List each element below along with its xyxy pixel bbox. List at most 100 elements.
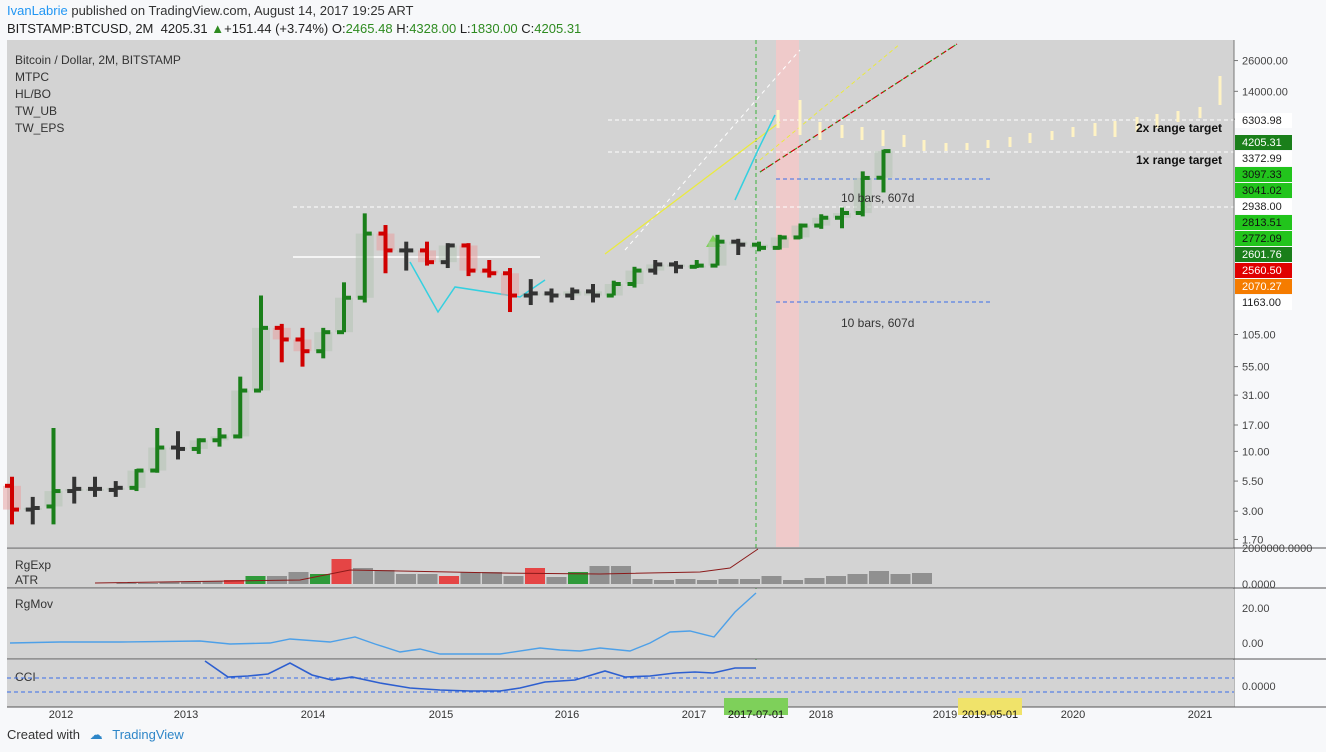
rgexp-bar [439, 576, 459, 584]
zigzag-cyan-2 [734, 114, 776, 201]
rgexp-tick: 0.0000 [1242, 579, 1276, 591]
price-label-text: 2070.27 [1242, 281, 1282, 293]
annotations: 2x range target 1x range target 10 bars, 6… [841, 121, 1222, 330]
y-tick-label: 1.70 [1242, 534, 1263, 546]
x-tick-label: 2018 [809, 709, 833, 721]
rgexp-bar [611, 566, 631, 584]
author-link[interactable]: IvanLabrie [7, 3, 68, 18]
symbol-label: BITSTAMP:BTCUSD, 2M [7, 21, 154, 36]
rgexp-bar [181, 582, 201, 584]
x-tick-label: 2012 [49, 709, 73, 721]
rgexp-bar [568, 572, 588, 584]
price-labels: 6303.98 4205.31 3372.99 3097.33 3041.02 2938.… [1235, 113, 1292, 310]
price-label-box [1235, 295, 1292, 310]
rgexp-bar [503, 576, 524, 584]
symbol-header: BITSTAMP:BTCUSD, 2M 4205.31 ▲+151.44 (+3… [7, 21, 581, 37]
x-highlight-label: 2017-07-01 [728, 709, 784, 721]
close-value: 4205.31 [534, 21, 582, 36]
price-label-text: 6303.98 [1242, 115, 1282, 127]
y-tick-label: 14000.00 [1242, 86, 1288, 98]
legend-item: TW_UB [15, 104, 57, 118]
x-tick-label: 2016 [555, 709, 579, 721]
price-label-box [1235, 279, 1292, 294]
price-label-text: 2772.09 [1242, 233, 1282, 245]
y-tick-label: 5.50 [1242, 476, 1263, 488]
price-bars [3, 149, 893, 525]
legend-item: HL/BO [15, 87, 51, 101]
rgexp-bar [353, 568, 373, 584]
price-label-box [1235, 113, 1292, 128]
x-tick-label: 2019 [933, 709, 957, 721]
price-label-text: 3041.02 [1242, 185, 1282, 197]
rgexp-bar [912, 573, 932, 584]
rgmov-line: RgMov 20.00 0.00 [9, 592, 1270, 655]
cci-pane[interactable] [7, 660, 1234, 707]
cci-tick: 0.0000 [1242, 681, 1276, 693]
rgexp-bar [546, 577, 567, 584]
x-tick-label: 2013 [174, 709, 198, 721]
trend-yellow [604, 121, 781, 255]
indicator-legend: Bitcoin / Dollar, 2M, BITSTAMP MTPC HL/BO T… [15, 53, 181, 135]
price-label-text: 2560.50 [1242, 265, 1282, 277]
price-label-text: 3097.33 [1242, 169, 1282, 181]
price-label-box [1235, 151, 1292, 166]
rgexp-bar [740, 579, 760, 584]
rgexp-bar [761, 576, 782, 584]
high-label: H: [396, 21, 410, 36]
price-axis-ticks: 1.703.005.5010.0017.0031.0055.00105.0080… [1234, 56, 1288, 546]
close-label: C: [521, 21, 535, 36]
legend-item: Bitcoin / Dollar, 2M, BITSTAMP [15, 53, 181, 67]
bars-upper-label: 10 bars, 607d [841, 191, 914, 205]
rgexp-bar [525, 568, 545, 584]
rgexp-bar [783, 580, 803, 584]
tradingview-brand[interactable]: TradingView [112, 727, 184, 742]
price-label-text: 3372.99 [1242, 153, 1282, 165]
rgexp-bar [288, 572, 309, 584]
price-label-box [1235, 247, 1292, 262]
cci-title: CCI [15, 670, 36, 684]
price-label-box [1235, 263, 1292, 278]
rgexp-title: RgExp [15, 558, 51, 572]
time-axis-ticks: 2012 2013 2014 2015 2016 2017 2018 2019 2020 2021… [49, 698, 1212, 721]
high-value: 4328.00 [409, 21, 457, 36]
price-label-box [1235, 231, 1292, 246]
rgmov-pane[interactable] [7, 589, 1234, 659]
price-label-box [1235, 167, 1292, 182]
cci-line: CCI 0.0000 [7, 660, 1276, 693]
y-tick-label: 55.00 [1242, 362, 1270, 374]
price-label-box [1235, 215, 1292, 230]
last-price: 4205.31 [160, 21, 208, 36]
rgexp-bar [632, 579, 653, 584]
open-value: 2465.48 [345, 21, 393, 36]
rgexp-bar [804, 578, 825, 584]
y-tick-label: 17.00 [1242, 420, 1270, 432]
legend-item: MTPC [15, 70, 49, 84]
x-tick-label: 2020 [1061, 709, 1085, 721]
projection-red [759, 43, 958, 173]
legend-item: TW_EPS [15, 121, 64, 135]
tradingview-logo-icon[interactable]: ☁ [89, 727, 103, 742]
y-tick-label: 3.00 [1242, 506, 1263, 518]
low-label: L: [459, 21, 471, 36]
x-highlight-box [724, 698, 788, 715]
y-tick-label: 31.00 [1242, 390, 1270, 402]
rgmov-tick: 20.00 [1242, 603, 1270, 615]
rgexp-bar [890, 574, 911, 584]
rgexp-bar [654, 580, 674, 584]
rgexp-bar [159, 582, 180, 584]
published-text: published on TradingView.com, August 14,… [71, 3, 414, 18]
range-2x-label: 2x range target [1136, 121, 1222, 135]
rgexp-bar [482, 572, 502, 584]
x-tick-label: 2021 [1188, 709, 1212, 721]
rgexp-bar [718, 579, 739, 584]
rgexp-bar [224, 580, 244, 584]
zigzag-cyan-1 [409, 261, 546, 314]
rgmov-title: RgMov [15, 597, 53, 611]
price-label-text: 1163.00 [1242, 297, 1281, 309]
y-tick-label: 26000.00 [1242, 56, 1288, 68]
rgmov-series [9, 592, 757, 655]
rgexp-bar [675, 579, 696, 584]
footer: Created with ☁ TradingView [7, 727, 184, 743]
